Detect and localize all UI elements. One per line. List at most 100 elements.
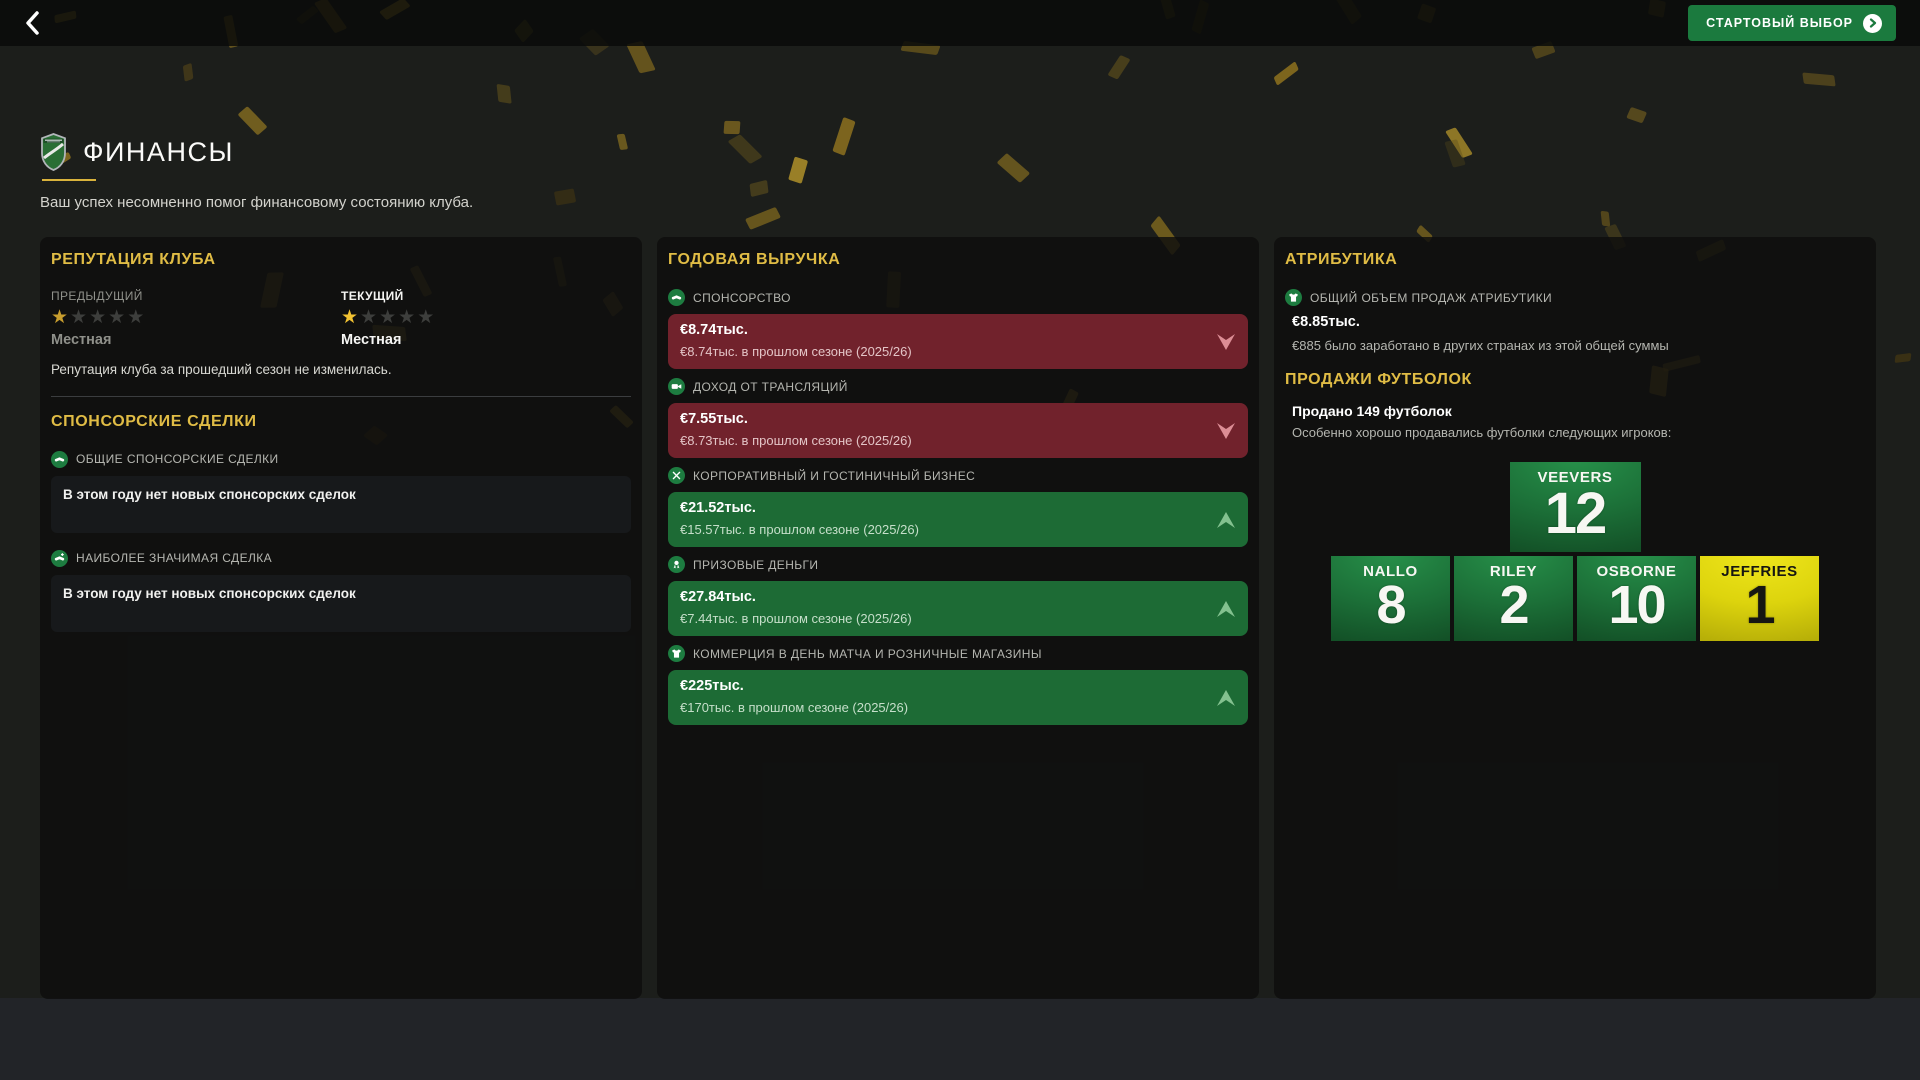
back-button[interactable]: [18, 6, 48, 40]
revenue-previous: €15.57тыс. в прошлом сезоне (2025/26): [680, 522, 919, 537]
star-icon: ★: [398, 307, 418, 328]
sponsorship-empty-box: В этом году нет новых спонсорских сделок: [51, 475, 631, 533]
gold-rule: [42, 179, 96, 181]
handshake-icon: [51, 450, 68, 468]
revenue-row-label: ДОХОД ОТ ТРАНСЛЯЦИЙ: [693, 379, 848, 394]
confetti-piece: [1625, 106, 1647, 124]
page-title: ФИНАНСЫ: [83, 136, 234, 167]
revenue-box: €8.74тыс. €8.74тыс. в прошлом сезоне (20…: [668, 314, 1248, 369]
star-icon: ★: [89, 307, 109, 328]
shirt-icon: [668, 645, 685, 662]
confetti-piece: [1107, 55, 1130, 80]
top-selling-shirt: VEEVERS 12: [1509, 462, 1641, 552]
star-icon: ★: [51, 307, 71, 328]
top-bar: СТАРТОВЫЙ ВЫБОР: [0, 0, 1920, 46]
previous-label: ПРЕДЫДУЩИЙ: [51, 289, 143, 303]
revenue-box: €27.84тыс. €7.44тыс. в прошлом сезоне (2…: [668, 581, 1248, 636]
trend-up-icon: [1217, 511, 1235, 528]
confetti-piece: [1273, 61, 1299, 86]
reputation-previous-column: ПРЕДЫДУЩИЙ ★★★★★ Местная: [51, 289, 341, 348]
panel-merchandise: АТРИБУТИКА ОБЩИЙ ОБЪЕМ ПРОДАЖ АТРИБУТИКИ…: [1274, 237, 1876, 999]
page-header: ФИНАНСЫ Ваш успех несомненно помог финан…: [40, 133, 1920, 211]
camera-icon: [668, 378, 685, 395]
merch-total-value: €8.85тыс.: [1292, 314, 1360, 330]
trend-up-icon: [1217, 600, 1235, 617]
revenue-value: €7.55тыс.: [680, 411, 748, 427]
revenue-box: €7.55тыс. €8.73тыс. в прошлом сезоне (20…: [668, 403, 1248, 458]
revenue-value: €8.74тыс.: [680, 322, 748, 338]
confetti-piece: [495, 84, 512, 105]
star-icon: ★: [341, 307, 361, 328]
player-shirt: RILEY 2: [1454, 556, 1573, 641]
revenue-box: €225тыс. €170тыс. в прошлом сезоне (2025…: [668, 670, 1248, 725]
shirts-sold-note: Особенно хорошо продавались футболки сле…: [1292, 425, 1672, 440]
trend-down-icon: [1217, 422, 1235, 439]
revenue-row-label: КОММЕРЦИЯ В ДЕНЬ МАТЧА И РОЗНИЧНЫЕ МАГАЗ…: [693, 646, 1042, 661]
start-button-label: СТАРТОВЫЙ ВЫБОР: [1706, 16, 1853, 30]
previous-star-rating: ★★★★★: [51, 307, 341, 329]
sponsorship-heading: СПОНСОРСКИЕ СДЕЛКИ: [51, 412, 257, 430]
panel-annual-revenue: ГОДОВАЯ ВЫРУЧКА СПОНСОРСТВО €8.74тыс. €8…: [657, 237, 1259, 999]
revenue-row-sponsorship: СПОНСОРСТВО €8.74тыс. €8.74тыс. в прошло…: [668, 289, 1248, 369]
shirt-number: 12: [1544, 481, 1607, 546]
shirts-sold-line: Продано 149 футболок: [1292, 403, 1452, 419]
star-icon: ★: [108, 307, 128, 328]
revenue-value: €27.84тыс.: [680, 589, 756, 605]
shirt-player-name: OSBORNE: [1596, 563, 1677, 580]
current-star-rating: ★★★★★: [341, 307, 631, 329]
revenue-row-corporate: КОРПОРАТИВНЫЙ И ГОСТИНИЧНЫЙ БИЗНЕС €21.5…: [668, 467, 1248, 547]
trend-up-icon: [1217, 689, 1235, 706]
revenue-row-broadcasting: ДОХОД ОТ ТРАНСЛЯЦИЙ €7.55тыс. €8.73тыс. …: [668, 378, 1248, 458]
previous-reputation-value: Местная: [51, 331, 112, 348]
revenue-previous: €8.73тыс. в прошлом сезоне (2025/26): [680, 433, 912, 448]
revenue-previous: €170тыс. в прошлом сезоне (2025/26): [680, 700, 909, 715]
revenue-box: €21.52тыс. €15.57тыс. в прошлом сезоне (…: [668, 492, 1248, 547]
shirt-icon: [1285, 289, 1302, 306]
page-subtitle: Ваш успех несомненно помог финансовому с…: [40, 194, 474, 211]
bottom-strip: [0, 998, 1920, 1080]
trend-down-icon: [1217, 333, 1235, 350]
revenue-value: €21.52тыс.: [680, 500, 756, 516]
revenue-previous: €7.44тыс. в прошлом сезоне (2025/26): [680, 611, 912, 626]
chevron-left-icon: [22, 10, 44, 36]
revenue-row-prize-money: ПРИЗОВЫЕ ДЕНЬГИ €27.84тыс. €7.44тыс. в п…: [668, 556, 1248, 636]
revenue-row-matchday: КОММЕРЦИЯ В ДЕНЬ МАТЧА И РОЗНИЧНЫЕ МАГАЗ…: [668, 645, 1248, 725]
shirt-player-name: RILEY: [1489, 563, 1538, 580]
reputation-note: Репутация клуба за прошедший сезон не из…: [51, 361, 392, 377]
top-deal-empty-box: В этом году нет новых спонсорских сделок: [51, 574, 631, 632]
sponsorship-empty-text: В этом году нет новых спонсорских сделок: [63, 486, 356, 502]
divider: [51, 395, 631, 397]
shirt-number: 8: [1376, 575, 1406, 635]
merch-total-note: €885 было заработано в других странах из…: [1292, 338, 1669, 353]
cutlery-icon: [668, 467, 685, 484]
start-choice-button[interactable]: СТАРТОВЫЙ ВЫБОР: [1688, 5, 1896, 41]
player-shirt: OSBORNE 10: [1577, 556, 1696, 641]
star-icon: ★: [70, 307, 90, 328]
confetti-piece: [1601, 210, 1611, 227]
confetti-piece: [182, 62, 194, 83]
reputation-heading: РЕПУТАЦИЯ КЛУБА: [51, 251, 216, 268]
shirt-number: 1: [1745, 575, 1775, 635]
top-deal-section-label: НАИБОЛЕЕ ЗНАЧИМАЯ СДЕЛКА: [76, 551, 273, 566]
confetti-piece: [1894, 352, 1912, 363]
shirt-player-name: NALLO: [1363, 563, 1418, 580]
current-reputation-value: Местная: [341, 331, 402, 348]
top-deal-empty-text: В этом году нет новых спонсорских сделок: [63, 585, 356, 601]
current-label: ТЕКУЩИЙ: [341, 289, 404, 303]
revenue-previous: €8.74тыс. в прошлом сезоне (2025/26): [680, 344, 912, 359]
revenue-row-label: ПРИЗОВЫЕ ДЕНЬГИ: [693, 557, 819, 572]
handshake-icon: [668, 289, 685, 306]
handshake-plus-icon: [51, 549, 68, 567]
shirt-number: 10: [1608, 575, 1666, 635]
confetti-piece: [1802, 72, 1837, 88]
merchandise-heading: АТРИБУТИКА: [1285, 251, 1398, 268]
confetti-piece: [237, 106, 269, 136]
sponsorship-section-label: ОБЩИЕ СПОНСОРСКИЕ СДЕЛКИ: [76, 452, 279, 467]
panel-club-reputation: РЕПУТАЦИЯ КЛУБА ПРЕДЫДУЩИЙ ★★★★★ Местная…: [40, 237, 642, 999]
star-icon: ★: [417, 307, 437, 328]
revenue-row-label: СПОНСОРСТВО: [693, 290, 791, 305]
shirt-player-name: JEFFRIES: [1721, 563, 1798, 580]
star-icon: ★: [360, 307, 380, 328]
player-shirt: NALLO 8: [1331, 556, 1450, 641]
merch-total-label: ОБЩИЙ ОБЪЕМ ПРОДАЖ АТРИБУТИКИ: [1310, 290, 1553, 305]
